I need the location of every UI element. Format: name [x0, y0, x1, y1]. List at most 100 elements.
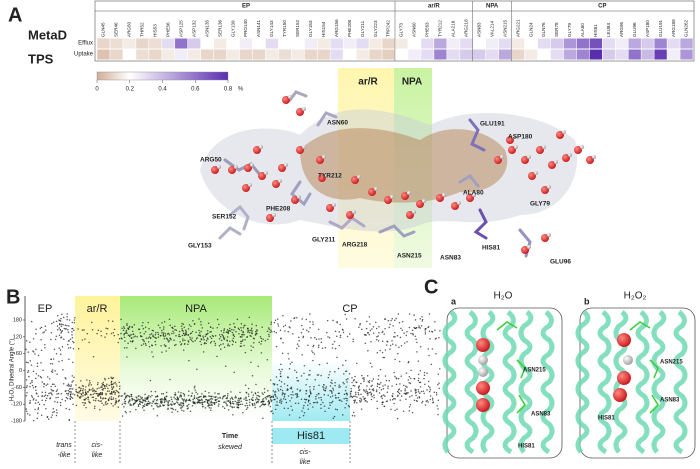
trajectory-point	[214, 335, 217, 337]
trajectory-point	[247, 387, 250, 390]
trajectory-point	[353, 399, 355, 402]
trajectory-point	[306, 378, 308, 381]
trajectory-point	[71, 375, 74, 377]
trajectory-point	[90, 393, 92, 396]
trajectory-point	[227, 392, 229, 395]
residue-label: HIS81	[598, 416, 615, 422]
trajectory-point	[323, 383, 325, 386]
trajectory-point	[56, 393, 58, 395]
trajectory-point	[408, 375, 411, 378]
trajectory-point	[273, 330, 276, 333]
heatmap-cell	[602, 38, 615, 49]
hydrogen-atom	[272, 213, 276, 217]
trajectory-point	[135, 399, 137, 402]
trajectory-point	[402, 410, 405, 412]
trajectory-point	[431, 348, 434, 350]
trajectory-point	[240, 345, 243, 347]
trajectory-point	[371, 388, 374, 391]
trajectory-point	[309, 391, 312, 394]
trajectory-point	[278, 368, 281, 371]
trajectory-point	[118, 394, 120, 397]
trajectory-point	[93, 407, 96, 410]
trajectory-point	[105, 392, 107, 395]
trajectory-point	[367, 349, 369, 352]
region-label: NPA	[402, 77, 422, 88]
trajectory-point	[399, 383, 401, 385]
trajectory-point	[145, 337, 147, 339]
trajectory-point	[70, 396, 73, 398]
trajectory-point	[113, 390, 115, 392]
trajectory-point	[326, 362, 328, 365]
trajectory-point	[126, 356, 128, 358]
trajectory-point	[367, 380, 370, 383]
trajectory-point	[387, 387, 389, 390]
trajectory-point	[320, 403, 322, 406]
trajectory-point	[183, 333, 185, 335]
trajectory-point	[248, 332, 251, 334]
trajectory-point	[271, 331, 273, 333]
trajectory-point	[215, 401, 218, 403]
trajectory-point	[276, 318, 279, 320]
trajectory-point	[29, 382, 32, 385]
heatmap-cell	[356, 49, 369, 60]
trajectory-point	[318, 397, 320, 399]
trajectory-point	[42, 369, 44, 371]
trajectory-point	[148, 328, 150, 330]
trajectory-point	[281, 392, 284, 394]
trajectory-point	[99, 400, 101, 403]
column-label: ASN141	[256, 19, 261, 37]
trajectory-point	[419, 386, 422, 388]
trajectory-point	[261, 326, 263, 328]
trajectory-point	[282, 314, 284, 317]
trajectory-point	[182, 392, 185, 395]
trajectory-point	[200, 320, 202, 323]
trajectory-point	[226, 404, 228, 406]
subpanel-title: H₂O	[494, 291, 513, 302]
trajectory-point	[55, 397, 57, 399]
trajectory-point	[378, 392, 381, 394]
trajectory-point	[107, 387, 109, 389]
trajectory-point	[165, 391, 168, 394]
trajectory-point	[78, 390, 81, 393]
column-label: ARG188	[671, 19, 676, 37]
trajectory-point	[91, 328, 94, 331]
trajectory-point	[191, 337, 193, 339]
trajectory-point	[65, 396, 68, 399]
trajectory-point	[123, 327, 126, 329]
trajectory-point	[82, 391, 84, 393]
trajectory-point	[338, 384, 340, 386]
trajectory-point	[354, 391, 357, 394]
hydrogen-atom	[422, 199, 426, 203]
trajectory-point	[44, 347, 46, 349]
trajectory-point	[339, 386, 341, 388]
trajectory-point	[247, 393, 250, 395]
trajectory-point	[254, 399, 257, 401]
trajectory-point	[175, 329, 178, 332]
trajectory-point	[192, 319, 194, 322]
trajectory-point	[200, 402, 202, 404]
trajectory-point	[149, 379, 152, 382]
trajectory-point	[329, 402, 331, 404]
trajectory-point	[428, 390, 431, 393]
trajectory-point	[162, 334, 165, 337]
trajectory-point	[354, 399, 356, 401]
trajectory-point	[156, 415, 159, 417]
trajectory-point	[71, 331, 73, 333]
trajectory-point	[324, 346, 327, 349]
trajectory-point	[133, 336, 135, 338]
trajectory-point	[53, 383, 55, 386]
trajectory-point	[356, 362, 358, 365]
trajectory-point	[303, 365, 306, 367]
trajectory-point	[281, 352, 284, 355]
trajectory-point	[254, 404, 256, 406]
trajectory-point	[395, 317, 397, 320]
trajectory-point	[226, 329, 229, 331]
trajectory-point	[85, 386, 87, 388]
trajectory-point	[201, 393, 203, 395]
trajectory-point	[290, 386, 293, 388]
trajectory-point	[304, 401, 307, 404]
trajectory-point	[393, 397, 395, 400]
trajectory-point	[79, 397, 81, 399]
trajectory-point	[149, 333, 151, 336]
trajectory-point	[250, 349, 252, 352]
